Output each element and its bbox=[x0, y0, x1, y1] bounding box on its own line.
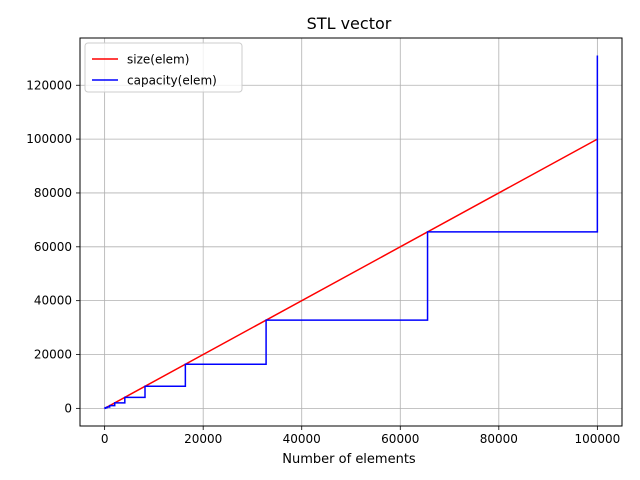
legend: size(elem) capacity(elem) bbox=[84, 42, 243, 93]
y-tick-label: 120000 bbox=[26, 78, 72, 92]
y-axis-ticks: 0 20000 40000 60000 80000 100000 120000 bbox=[26, 78, 80, 415]
legend-label-1: capacity(elem) bbox=[127, 74, 217, 88]
series-line-1 bbox=[103, 55, 599, 410]
y-tick-label: 100000 bbox=[26, 132, 72, 146]
y-tick-label: 80000 bbox=[34, 186, 72, 200]
series-group bbox=[103, 55, 599, 410]
series-line-0 bbox=[104, 138, 598, 410]
x-tick-label: 20000 bbox=[184, 432, 222, 446]
x-axis-ticks: 0 20000 40000 60000 80000 100000 bbox=[101, 426, 620, 446]
y-tick-label: 0 bbox=[64, 401, 72, 415]
x-tick-label: 40000 bbox=[283, 432, 321, 446]
chart-title: STL vector bbox=[307, 14, 392, 33]
grid-lines bbox=[80, 38, 622, 426]
legend-label-0: size(elem) bbox=[127, 53, 189, 67]
plot-frame bbox=[79, 37, 623, 427]
x-tick-label: 100000 bbox=[574, 432, 620, 446]
x-tick-label: 60000 bbox=[381, 432, 419, 446]
x-axis-label: Number of elements bbox=[282, 452, 416, 467]
x-tick-label: 80000 bbox=[480, 432, 518, 446]
x-tick-label: 0 bbox=[101, 432, 109, 446]
legend-box bbox=[84, 42, 243, 93]
y-tick-label: 40000 bbox=[34, 294, 72, 308]
y-tick-label: 20000 bbox=[34, 348, 72, 362]
y-tick-label: 60000 bbox=[34, 240, 72, 254]
